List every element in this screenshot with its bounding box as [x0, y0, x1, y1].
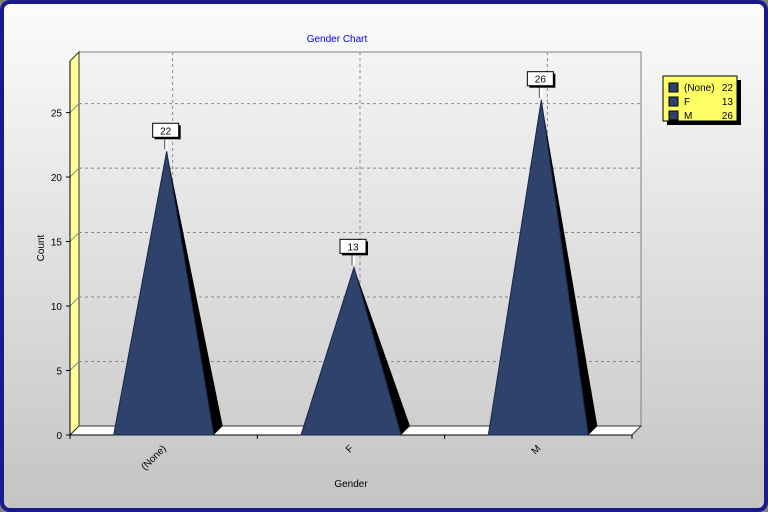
- bars: 22 13 26: [113, 71, 598, 436]
- legend-label: (None): [684, 83, 715, 94]
- x-axis-title: Gender: [334, 479, 368, 490]
- legend-value: 22: [722, 83, 734, 94]
- data-label: 13: [347, 242, 359, 253]
- h-gridline-side: [69, 232, 80, 242]
- legend-value: 26: [722, 111, 734, 122]
- legend-swatch: [668, 110, 679, 121]
- legend: (None) 22 F 13 M 26: [662, 75, 741, 125]
- data-label-box: [339, 238, 367, 254]
- data-label-box: [526, 71, 554, 87]
- h-gridline-side: [69, 361, 80, 371]
- h-gridline-side: [69, 103, 80, 113]
- legend-label: F: [684, 97, 690, 108]
- y-tick-label: 5: [56, 367, 62, 378]
- chart-title: Gender Chart: [307, 34, 368, 45]
- bar-1: 13: [300, 238, 410, 436]
- y-tick-label: 20: [51, 173, 63, 184]
- h-gridline-side: [69, 167, 80, 178]
- x-tick-label: (None): [139, 443, 168, 472]
- y-axis-title: Count: [36, 234, 47, 261]
- y-axis: 0 5 10 15 20 25: [51, 61, 71, 442]
- legend-swatch: [668, 96, 679, 107]
- legend-swatch: [668, 82, 679, 93]
- y-tick-label: 25: [51, 109, 63, 120]
- bar-shadow: [354, 267, 410, 435]
- y-tick-label: 15: [51, 238, 63, 249]
- bar-face: [487, 99, 589, 436]
- bar-2: 26: [487, 71, 598, 436]
- bar-face: [300, 265, 402, 436]
- h-gridline-side: [69, 296, 80, 307]
- data-label-box: [152, 122, 180, 138]
- x-axis: (None) F M: [69, 434, 633, 473]
- plot-left-wall: [69, 50, 80, 437]
- x-tick-label: M: [530, 443, 544, 457]
- x-tick-label: F: [344, 443, 356, 455]
- bar-shadow: [541, 99, 598, 436]
- bar-shadow: [166, 151, 223, 435]
- y-tick-label: 0: [56, 431, 62, 442]
- bar-face: [113, 151, 215, 436]
- legend-label: M: [684, 111, 692, 122]
- data-label: 26: [535, 75, 547, 86]
- data-label: 22: [160, 126, 172, 137]
- legend-value: 13: [722, 97, 734, 108]
- bar-0: 22: [113, 122, 223, 436]
- y-tick-label: 10: [51, 302, 63, 313]
